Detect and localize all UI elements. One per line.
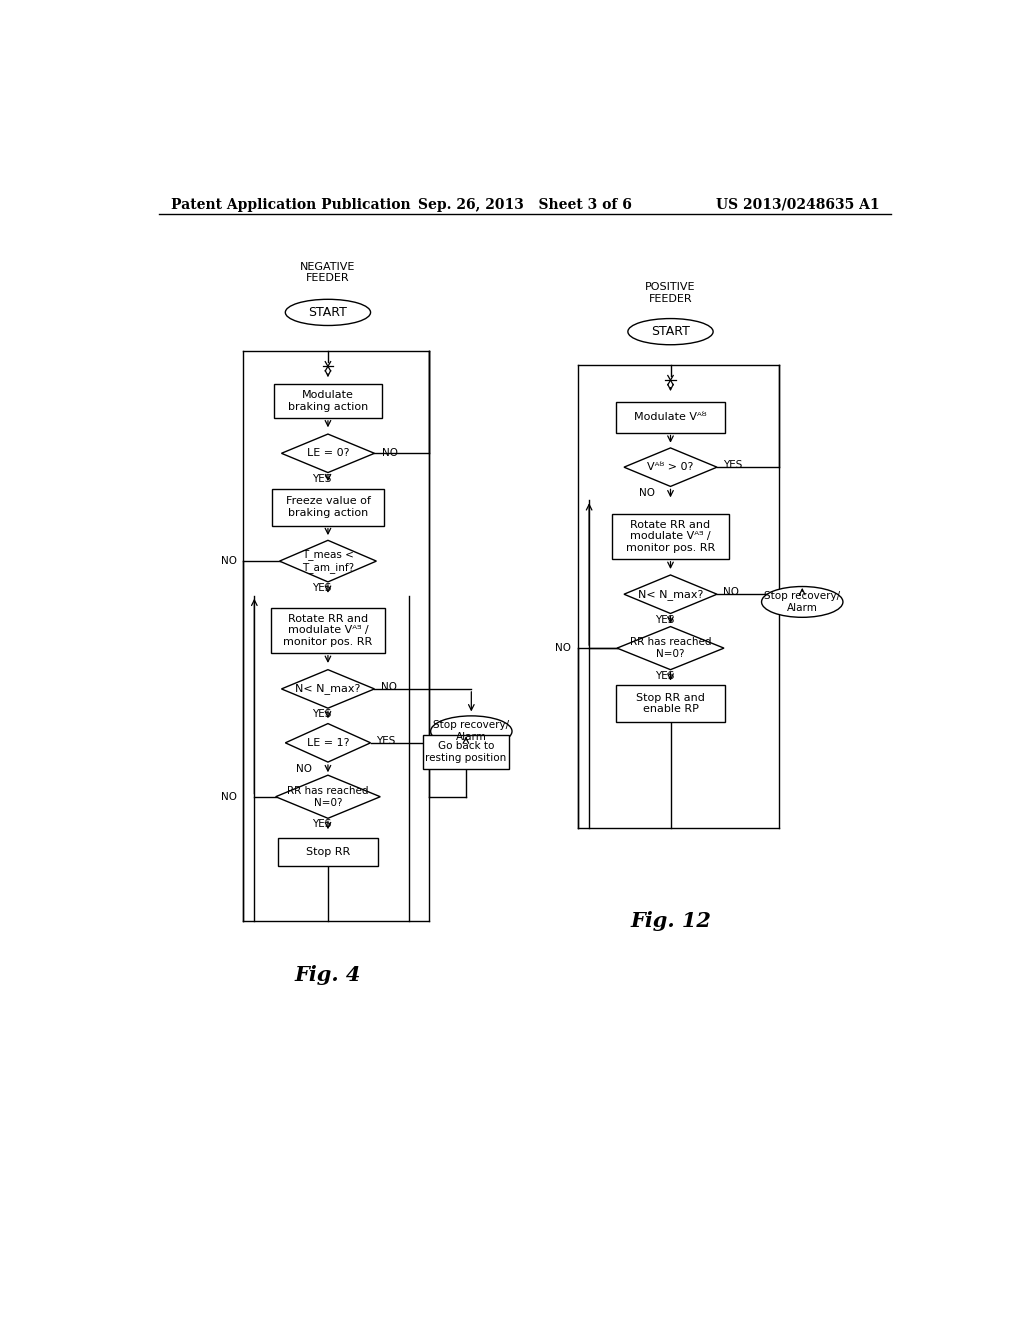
- FancyBboxPatch shape: [423, 735, 509, 770]
- Text: Rotate RR and
modulate Vᴬᴲ /
monitor pos. RR: Rotate RR and modulate Vᴬᴲ / monitor pos…: [626, 520, 715, 553]
- Text: NO: NO: [639, 487, 655, 498]
- Text: POSITIVE
FEEDER: POSITIVE FEEDER: [645, 282, 695, 304]
- FancyBboxPatch shape: [616, 401, 725, 433]
- Text: NO: NO: [297, 764, 312, 774]
- Text: YES: YES: [312, 474, 332, 483]
- Text: Freeze value of
braking action: Freeze value of braking action: [286, 496, 371, 517]
- Text: Stop RR: Stop RR: [306, 847, 350, 857]
- Text: NO: NO: [381, 681, 396, 692]
- Text: T_meas <
T_am_inf?: T_meas < T_am_inf?: [302, 549, 354, 573]
- Text: YES: YES: [312, 709, 332, 719]
- Polygon shape: [624, 447, 717, 487]
- Text: NO: NO: [555, 643, 571, 653]
- Text: NO: NO: [723, 587, 739, 597]
- Polygon shape: [286, 723, 371, 762]
- Text: NO: NO: [220, 556, 237, 566]
- Text: YES: YES: [376, 735, 395, 746]
- Text: Modulate
braking action: Modulate braking action: [288, 391, 368, 412]
- Text: YES: YES: [655, 615, 675, 624]
- FancyBboxPatch shape: [270, 609, 385, 653]
- Text: YES: YES: [312, 820, 332, 829]
- Text: Fig. 4: Fig. 4: [295, 965, 361, 985]
- Text: LE = 0?: LE = 0?: [307, 449, 349, 458]
- Text: RR has reached
N=0?: RR has reached N=0?: [287, 785, 369, 808]
- Text: NO: NO: [220, 792, 237, 801]
- Text: LE = 1?: LE = 1?: [307, 738, 349, 748]
- Text: Stop recovery/
Alarm: Stop recovery/ Alarm: [433, 721, 509, 742]
- Text: Vᴬᴽ > 0?: Vᴬᴽ > 0?: [647, 462, 693, 473]
- Ellipse shape: [286, 300, 371, 326]
- Ellipse shape: [762, 586, 843, 618]
- Text: Rotate RR and
modulate Vᴬᴲ /
monitor pos. RR: Rotate RR and modulate Vᴬᴲ / monitor pos…: [284, 614, 373, 647]
- Text: US 2013/0248635 A1: US 2013/0248635 A1: [716, 198, 880, 211]
- Text: Patent Application Publication: Patent Application Publication: [171, 198, 411, 211]
- Text: Stop RR and
enable RP: Stop RR and enable RP: [636, 693, 705, 714]
- Text: NO: NO: [382, 449, 398, 458]
- Text: N< N_max?: N< N_max?: [295, 684, 360, 694]
- Text: N< N_max?: N< N_max?: [638, 589, 703, 599]
- Text: Sep. 26, 2013   Sheet 3 of 6: Sep. 26, 2013 Sheet 3 of 6: [418, 198, 632, 211]
- Polygon shape: [275, 775, 380, 818]
- Ellipse shape: [628, 318, 713, 345]
- Text: YES: YES: [723, 459, 742, 470]
- Text: Stop recovery/
Alarm: Stop recovery/ Alarm: [764, 591, 841, 612]
- Text: START: START: [651, 325, 690, 338]
- FancyBboxPatch shape: [611, 515, 729, 558]
- Polygon shape: [282, 434, 375, 473]
- Text: NEGATIVE
FEEDER: NEGATIVE FEEDER: [300, 261, 355, 284]
- Polygon shape: [624, 576, 717, 614]
- Polygon shape: [282, 669, 375, 708]
- FancyBboxPatch shape: [271, 488, 384, 525]
- Text: YES: YES: [312, 583, 332, 593]
- Text: Modulate Vᴬᴽ: Modulate Vᴬᴽ: [634, 412, 707, 422]
- FancyBboxPatch shape: [273, 384, 382, 418]
- Polygon shape: [617, 627, 724, 669]
- Text: YES: YES: [655, 671, 675, 681]
- Text: START: START: [308, 306, 347, 319]
- FancyBboxPatch shape: [278, 838, 378, 866]
- Text: Go back to
resting position: Go back to resting position: [425, 742, 507, 763]
- FancyBboxPatch shape: [616, 685, 725, 722]
- Text: Fig. 12: Fig. 12: [630, 911, 711, 931]
- Ellipse shape: [431, 715, 512, 747]
- Polygon shape: [280, 540, 377, 582]
- Text: RR has reached
N=0?: RR has reached N=0?: [630, 638, 712, 659]
